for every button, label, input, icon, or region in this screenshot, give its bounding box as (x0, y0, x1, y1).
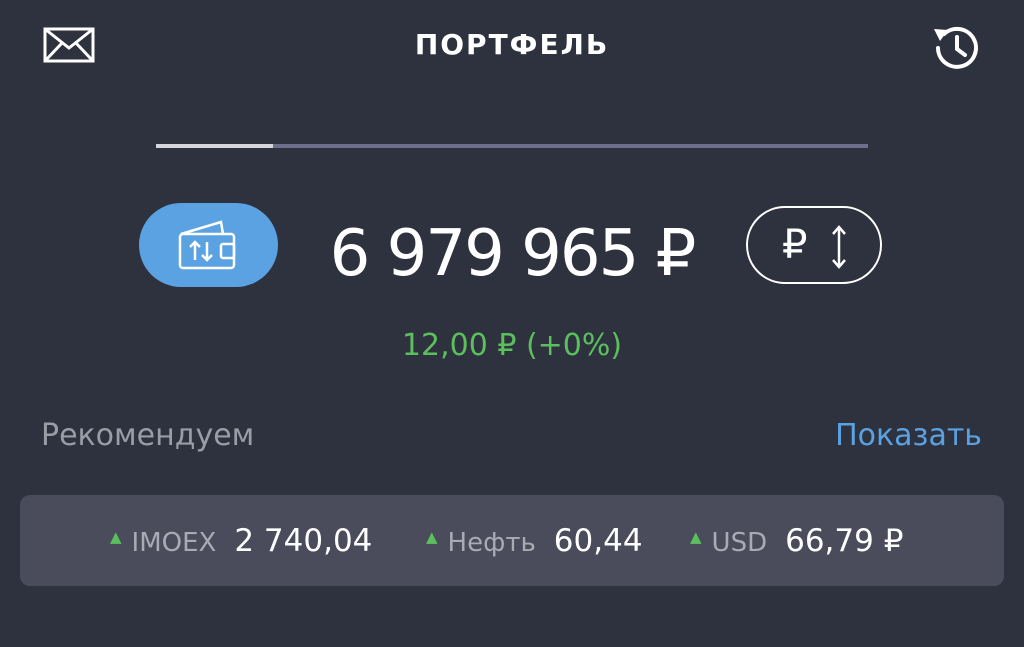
ticker-item-usd: ▲ USD 66,79 ₽ (690, 523, 903, 559)
wallet-transfer-button[interactable] (139, 203, 278, 287)
page-indicator (156, 144, 868, 148)
header: ПОРТФЕЛЬ (0, 0, 1024, 95)
ticker-name: Нефть (447, 528, 536, 558)
up-down-arrows-icon (832, 225, 846, 269)
currency-toggle-button[interactable]: ₽ (746, 206, 882, 284)
history-icon (934, 26, 978, 69)
recommend-label: Рекомендуем (41, 418, 255, 453)
ticker-name: IMOEX (131, 528, 217, 558)
up-arrow-icon: ▲ (690, 528, 702, 546)
up-arrow-icon: ▲ (426, 528, 438, 546)
ticker-item-oil: ▲ Нефть 60,44 (426, 523, 643, 559)
currency-symbol: ₽ (782, 222, 808, 268)
page-indicator-active (156, 144, 274, 148)
ticker-value: 2 740,04 (234, 523, 373, 559)
mail-icon (43, 27, 95, 63)
ticker-item-imoex: ▲ IMOEX 2 740,04 (110, 523, 372, 559)
market-ticker[interactable]: ▲ IMOEX 2 740,04 ▲ Нефть 60,44 ▲ USD 66,… (20, 495, 1004, 586)
mail-button[interactable] (42, 24, 96, 66)
portfolio-balance: 6 979 965 ₽ (329, 217, 697, 291)
up-arrow-icon: ▲ (110, 528, 122, 546)
ticker-name: USD (711, 528, 768, 558)
wallet-transfer-icon (178, 220, 236, 270)
ticker-value: 66,79 ₽ (785, 523, 904, 559)
show-recommendations-link[interactable]: Показать (835, 418, 982, 453)
history-button[interactable] (928, 20, 984, 76)
ticker-value: 60,44 (553, 523, 643, 559)
page-title: ПОРТФЕЛЬ (414, 28, 610, 61)
portfolio-change: 12,00 ₽ (+0%) (401, 328, 623, 363)
